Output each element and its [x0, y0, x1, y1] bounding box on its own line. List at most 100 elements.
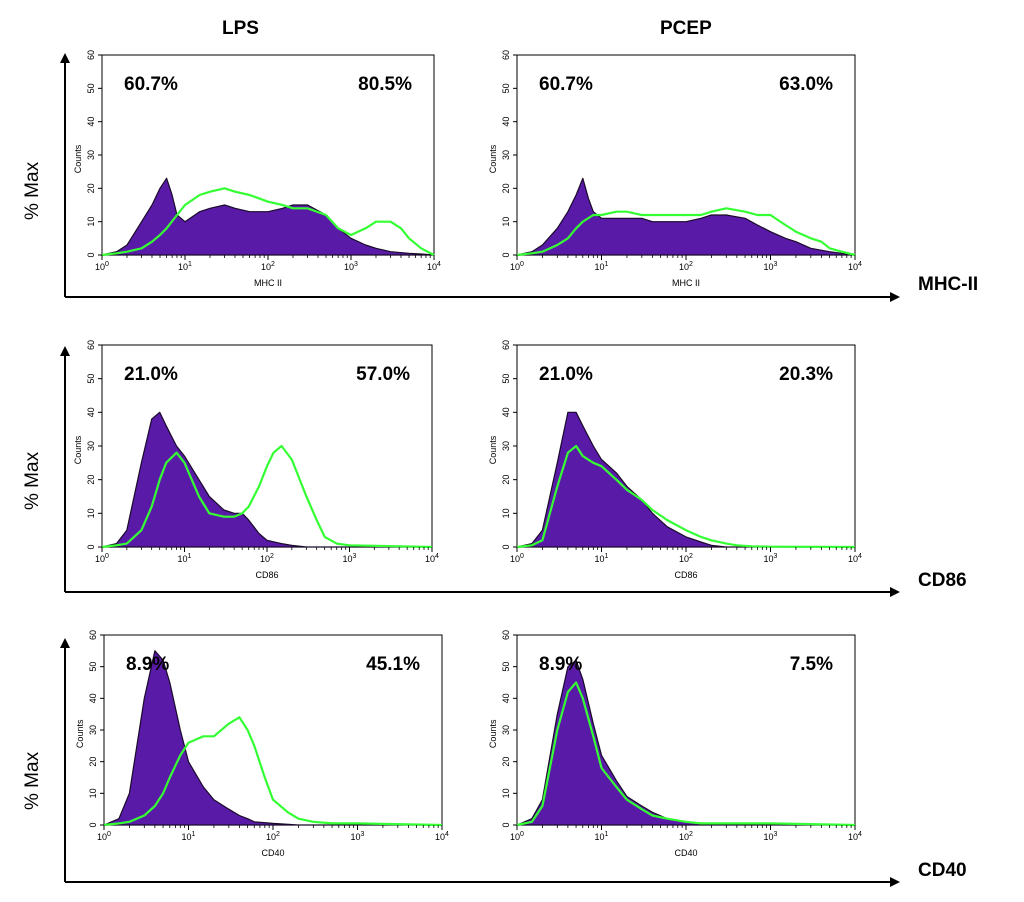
x-axis-label: MHC II — [254, 278, 282, 288]
panel-cd40-pcep: 0 10 20 30 40 50 60 Counts 100 101 102 103 104 CD40 8.… — [488, 630, 862, 858]
y-tick-label: 40 — [501, 117, 511, 127]
y-tick-label: 60 — [501, 50, 511, 60]
right-percent-label: 80.5% — [358, 74, 412, 95]
x-axis-label: MHC II — [672, 278, 700, 288]
x-tick-label: 101 — [178, 553, 192, 564]
row-label-cd40: CD40 — [918, 860, 967, 881]
panel-cd86-pcep: 0 10 20 30 40 50 60 Counts 100 101 102 103 104 CD86 21… — [488, 340, 862, 580]
x-axis-label: CD86 — [255, 570, 278, 580]
histogram-filled-series — [101, 177, 435, 256]
y-tick-label: 10 — [501, 508, 511, 518]
counts-axis-label: Counts — [75, 719, 85, 748]
x-tick-label: 104 — [435, 831, 449, 842]
x-tick-label: 101 — [178, 261, 192, 272]
panel-mhc-ii-lps: 0 10 20 30 40 50 60 Counts 100 101 102 103 104 MHC II… — [73, 50, 441, 288]
y-tick-label: 30 — [501, 441, 511, 451]
right-percent-label: 57.0% — [356, 364, 410, 385]
y-tick-label: 10 — [501, 788, 511, 798]
y-tick-label: 20 — [501, 757, 511, 767]
histogram-line-series — [101, 444, 433, 549]
x-tick-label: 102 — [260, 553, 274, 564]
histogram-line-series — [103, 716, 443, 827]
y-tick-label: 30 — [501, 150, 511, 160]
row-label-cd86: CD86 — [918, 570, 967, 591]
y-tick-label: 30 — [501, 725, 511, 735]
y-tick-label: 60 — [86, 340, 96, 350]
x-tick-label: 101 — [595, 553, 609, 564]
y-tick-label: 60 — [86, 50, 96, 60]
y-tick-label: 60 — [88, 630, 98, 640]
x-tick-label: 100 — [510, 261, 524, 272]
y-tick-label: 50 — [86, 374, 96, 384]
y-tick-label: 40 — [501, 407, 511, 417]
left-percent-label: 21.0% — [539, 364, 593, 385]
histogram-line-series — [516, 444, 856, 549]
counts-axis-label: Counts — [73, 435, 83, 464]
x-tick-label: 104 — [848, 261, 862, 272]
counts-axis-label: Counts — [488, 719, 498, 748]
y-tick-label: 60 — [501, 340, 511, 350]
x-tick-label: 103 — [764, 553, 778, 564]
left-percent-label: 60.7% — [539, 74, 593, 95]
y-tick-label: 0 — [88, 822, 98, 827]
x-axis-label: CD40 — [261, 848, 284, 858]
column-title-lps: LPS — [222, 18, 259, 39]
x-tick-label: 102 — [261, 261, 275, 272]
y-tick-label: 40 — [86, 407, 96, 417]
y-tick-label: 10 — [501, 217, 511, 227]
y-tick-label: 10 — [86, 508, 96, 518]
histogram-filled-series — [516, 411, 856, 548]
x-tick-label: 103 — [351, 831, 365, 842]
y-tick-label: 40 — [88, 693, 98, 703]
x-tick-label: 100 — [510, 553, 524, 564]
left-percent-label: 8.9% — [126, 654, 169, 675]
left-percent-label: 21.0% — [124, 364, 178, 385]
x-tick-label: 100 — [95, 553, 109, 564]
y-tick-label: 50 — [501, 374, 511, 384]
histogram-filled-series — [101, 411, 433, 548]
x-tick-label: 103 — [344, 261, 358, 272]
x-tick-label: 104 — [848, 553, 862, 564]
left-percent-label: 8.9% — [539, 654, 582, 675]
y-tick-label: 10 — [88, 788, 98, 798]
y-tick-label: 20 — [501, 183, 511, 193]
x-tick-label: 104 — [425, 553, 439, 564]
y-tick-label: 0 — [86, 544, 96, 549]
y-tick-label: 30 — [88, 725, 98, 735]
y-tick-label: 30 — [86, 150, 96, 160]
x-tick-label: 102 — [679, 261, 693, 272]
y-tick-label: 30 — [86, 441, 96, 451]
column-title-pcep: PCEP — [660, 18, 712, 39]
x-axis-label: CD86 — [674, 570, 697, 580]
y-tick-label: 50 — [86, 83, 96, 93]
x-tick-label: 104 — [427, 261, 441, 272]
right-percent-label: 20.3% — [779, 364, 833, 385]
y-tick-label: 0 — [501, 822, 511, 827]
right-percent-label: 63.0% — [779, 74, 833, 95]
y-tick-label: 60 — [501, 630, 511, 640]
y-tick-label: 50 — [501, 83, 511, 93]
x-axis-label: CD40 — [674, 848, 697, 858]
row-label-mhc-ii: MHC-II — [918, 274, 979, 295]
counts-axis-label: Counts — [73, 144, 83, 173]
y-tick-label: 10 — [86, 217, 96, 227]
y-tick-label: 0 — [86, 252, 96, 257]
right-percent-label: 7.5% — [790, 654, 833, 675]
x-tick-label: 101 — [182, 831, 196, 842]
counts-axis-label: Counts — [488, 435, 498, 464]
right-percent-label: 45.1% — [366, 654, 420, 675]
y-tick-label: 40 — [86, 117, 96, 127]
x-tick-label: 101 — [595, 261, 609, 272]
histogram-filled-series — [103, 650, 443, 826]
y-tick-label: 50 — [88, 662, 98, 672]
x-tick-label: 101 — [595, 831, 609, 842]
x-tick-label: 102 — [679, 553, 693, 564]
y-tick-label: 0 — [501, 252, 511, 257]
histogram-filled-series — [516, 659, 856, 826]
x-tick-label: 100 — [95, 261, 109, 272]
x-tick-label: 104 — [848, 831, 862, 842]
x-tick-label: 103 — [764, 261, 778, 272]
x-tick-label: 103 — [764, 831, 778, 842]
